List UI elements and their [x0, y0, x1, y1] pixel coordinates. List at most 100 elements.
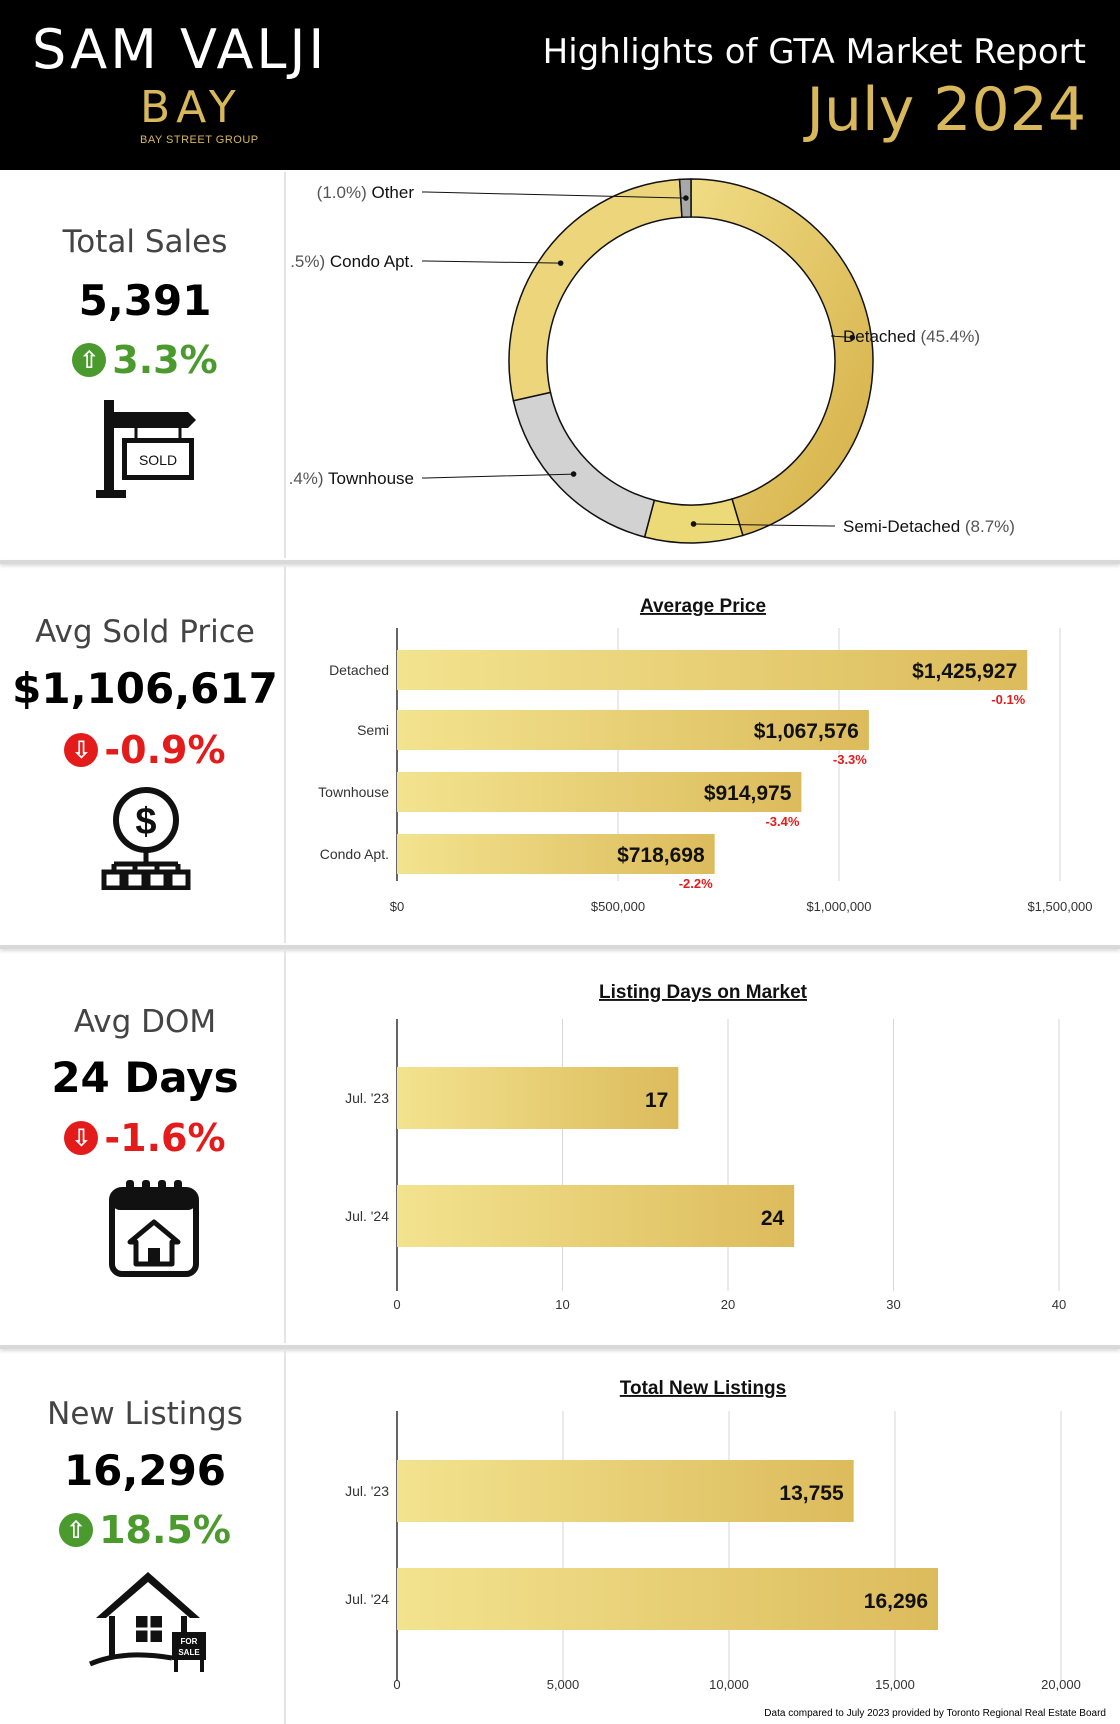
report-title: Highlights of GTA Market Report: [542, 32, 1086, 72]
value-label: $718,698: [617, 844, 705, 867]
chart-title: Listing Days on Market: [599, 982, 808, 1003]
days-on-market-chart: Listing Days on Market 0 10 20 30 40 Jul. '23 1…: [345, 982, 1066, 1312]
value-label: $1,425,927: [912, 660, 1017, 683]
total-sales-label: Total Sales: [62, 224, 228, 260]
total-sales-change-value: 3.3%: [112, 338, 218, 382]
category-label: Jul. '23: [345, 1483, 389, 1499]
x-tick-label: 20,000: [1041, 1677, 1081, 1692]
value-label: 13,755: [779, 1482, 844, 1505]
avg-dom-value: 24 Days: [51, 1053, 239, 1102]
x-tick-label: 10: [555, 1297, 569, 1312]
value-label: 17: [645, 1089, 668, 1112]
sold-sign-text: SOLD: [139, 452, 177, 468]
new-listings-value: 16,296: [63, 1446, 227, 1495]
x-tick-label: 30: [886, 1297, 900, 1312]
column-divider: [284, 951, 286, 1343]
change-label: -0.1%: [991, 692, 1025, 707]
total-sales-change: ⇧ 3.3%: [0, 338, 290, 382]
chart-title: Total New Listings: [620, 1378, 786, 1399]
total-sales-value: 5,391: [78, 276, 212, 325]
x-tick-label: 10,000: [709, 1677, 749, 1692]
arrow-up-icon: ⇧: [59, 1513, 94, 1547]
svg-text:$: $: [135, 801, 156, 843]
bar: [397, 1067, 679, 1129]
bar: [397, 1185, 795, 1247]
for-sale-sign-text-2: SALE: [178, 1648, 200, 1657]
pie-label: (17.4%) Townhouse: [290, 469, 414, 488]
agent-name: SAM VALJI: [32, 18, 328, 81]
property-type-donut-chart: Detached (45.4%) Semi-Detached (8.7%) (17.…: [290, 178, 1015, 544]
column-divider: [284, 1351, 286, 1724]
pie-slice-detached: [690, 178, 874, 537]
avg-price-change: ⇩ -0.9%: [0, 728, 290, 772]
bar: [397, 650, 1028, 690]
value-label: 16,296: [864, 1590, 928, 1613]
value-label: $914,975: [704, 782, 792, 805]
category-label: Jul. '23: [345, 1090, 389, 1106]
category-label: Jul. '24: [345, 1591, 389, 1607]
bay-logo: BAY: [140, 82, 242, 133]
avg-dom-change: ⇩ -1.6%: [0, 1116, 290, 1160]
chart-title: Average Price: [640, 596, 766, 617]
header-banner: SAM VALJI BAY BAY STREET GROUP Highlight…: [0, 0, 1120, 170]
change-label: -3.3%: [833, 752, 867, 767]
value-label: $1,067,576: [754, 720, 859, 743]
x-tick-label: 15,000: [875, 1677, 915, 1692]
report-month: July 2024: [806, 75, 1086, 145]
x-tick-label: 20: [721, 1297, 735, 1312]
change-label: -2.2%: [679, 876, 713, 891]
avg-price-label: Avg Sold Price: [35, 614, 255, 650]
bar: [397, 1460, 854, 1522]
bay-logo-subtitle: BAY STREET GROUP: [140, 134, 259, 146]
sold-sign-icon: SOLD: [96, 400, 196, 498]
new-listings-change: ⇧ 18.5%: [0, 1508, 290, 1552]
pie-label: Semi-Detached (8.7%): [843, 517, 1015, 536]
avg-dom-label: Avg DOM: [73, 1004, 217, 1040]
category-label: Detached: [329, 662, 389, 678]
pie-slice-townhouse: [512, 391, 656, 538]
for-sale-sign-text: FOR: [181, 1637, 198, 1646]
row-divider: [0, 560, 1120, 564]
column-divider: [284, 172, 286, 558]
category-label: Semi: [357, 722, 389, 738]
pie-label: (1.0%) Other: [317, 183, 415, 202]
new-listings-change-value: 18.5%: [99, 1508, 231, 1552]
avg-price-value: $1,106,617: [12, 664, 278, 713]
avg-dom-change-value: -1.6%: [104, 1116, 226, 1160]
value-label: 24: [761, 1207, 785, 1230]
pie-label: (27.5%) Condo Apt.: [290, 252, 414, 271]
row-divider: [0, 1345, 1120, 1349]
calendar-house-icon: [109, 1180, 199, 1277]
pie-slice-condo-apt-: [508, 178, 683, 402]
arrow-up-icon: ⇧: [72, 343, 107, 377]
new-listings-label: New Listings: [47, 1396, 243, 1432]
dollar-network-icon: $: [101, 787, 191, 890]
category-label: Townhouse: [318, 784, 389, 800]
footnote: Data compared to July 2023 provided by T…: [764, 1708, 1106, 1719]
house-for-sale-icon: FOR SALE: [89, 1572, 206, 1672]
avg-price-change-value: -0.9%: [104, 728, 226, 772]
x-tick-label: $500,000: [591, 899, 645, 914]
x-tick-label: 0: [393, 1677, 400, 1692]
bar: [397, 710, 869, 750]
x-tick-label: 5,000: [547, 1677, 580, 1692]
new-listings-chart: Total New Listings 0 5,000 10,000 15,000 20,0…: [345, 1378, 1081, 1692]
average-price-chart: Average Price $0 $500,000 $1,000,000 $1,500,…: [318, 596, 1092, 914]
bar: [397, 834, 715, 874]
x-tick-label: $1,000,000: [806, 899, 871, 914]
x-tick-label: 40: [1052, 1297, 1066, 1312]
column-divider: [284, 566, 286, 943]
pie-slice-semi-detached: [643, 498, 744, 544]
category-label: Jul. '24: [345, 1208, 389, 1224]
x-tick-label: 0: [393, 1297, 400, 1312]
bar: [397, 1568, 939, 1630]
category-label: Condo Apt.: [320, 846, 389, 862]
arrow-down-icon: ⇩: [64, 733, 99, 767]
arrow-down-icon: ⇩: [64, 1121, 99, 1155]
pie-label: Detached (45.4%): [843, 327, 980, 346]
row-divider: [0, 945, 1120, 949]
x-tick-label: $1,500,000: [1027, 899, 1092, 914]
bar: [397, 772, 802, 812]
change-label: -3.4%: [765, 814, 799, 829]
x-tick-label: $0: [390, 899, 404, 914]
